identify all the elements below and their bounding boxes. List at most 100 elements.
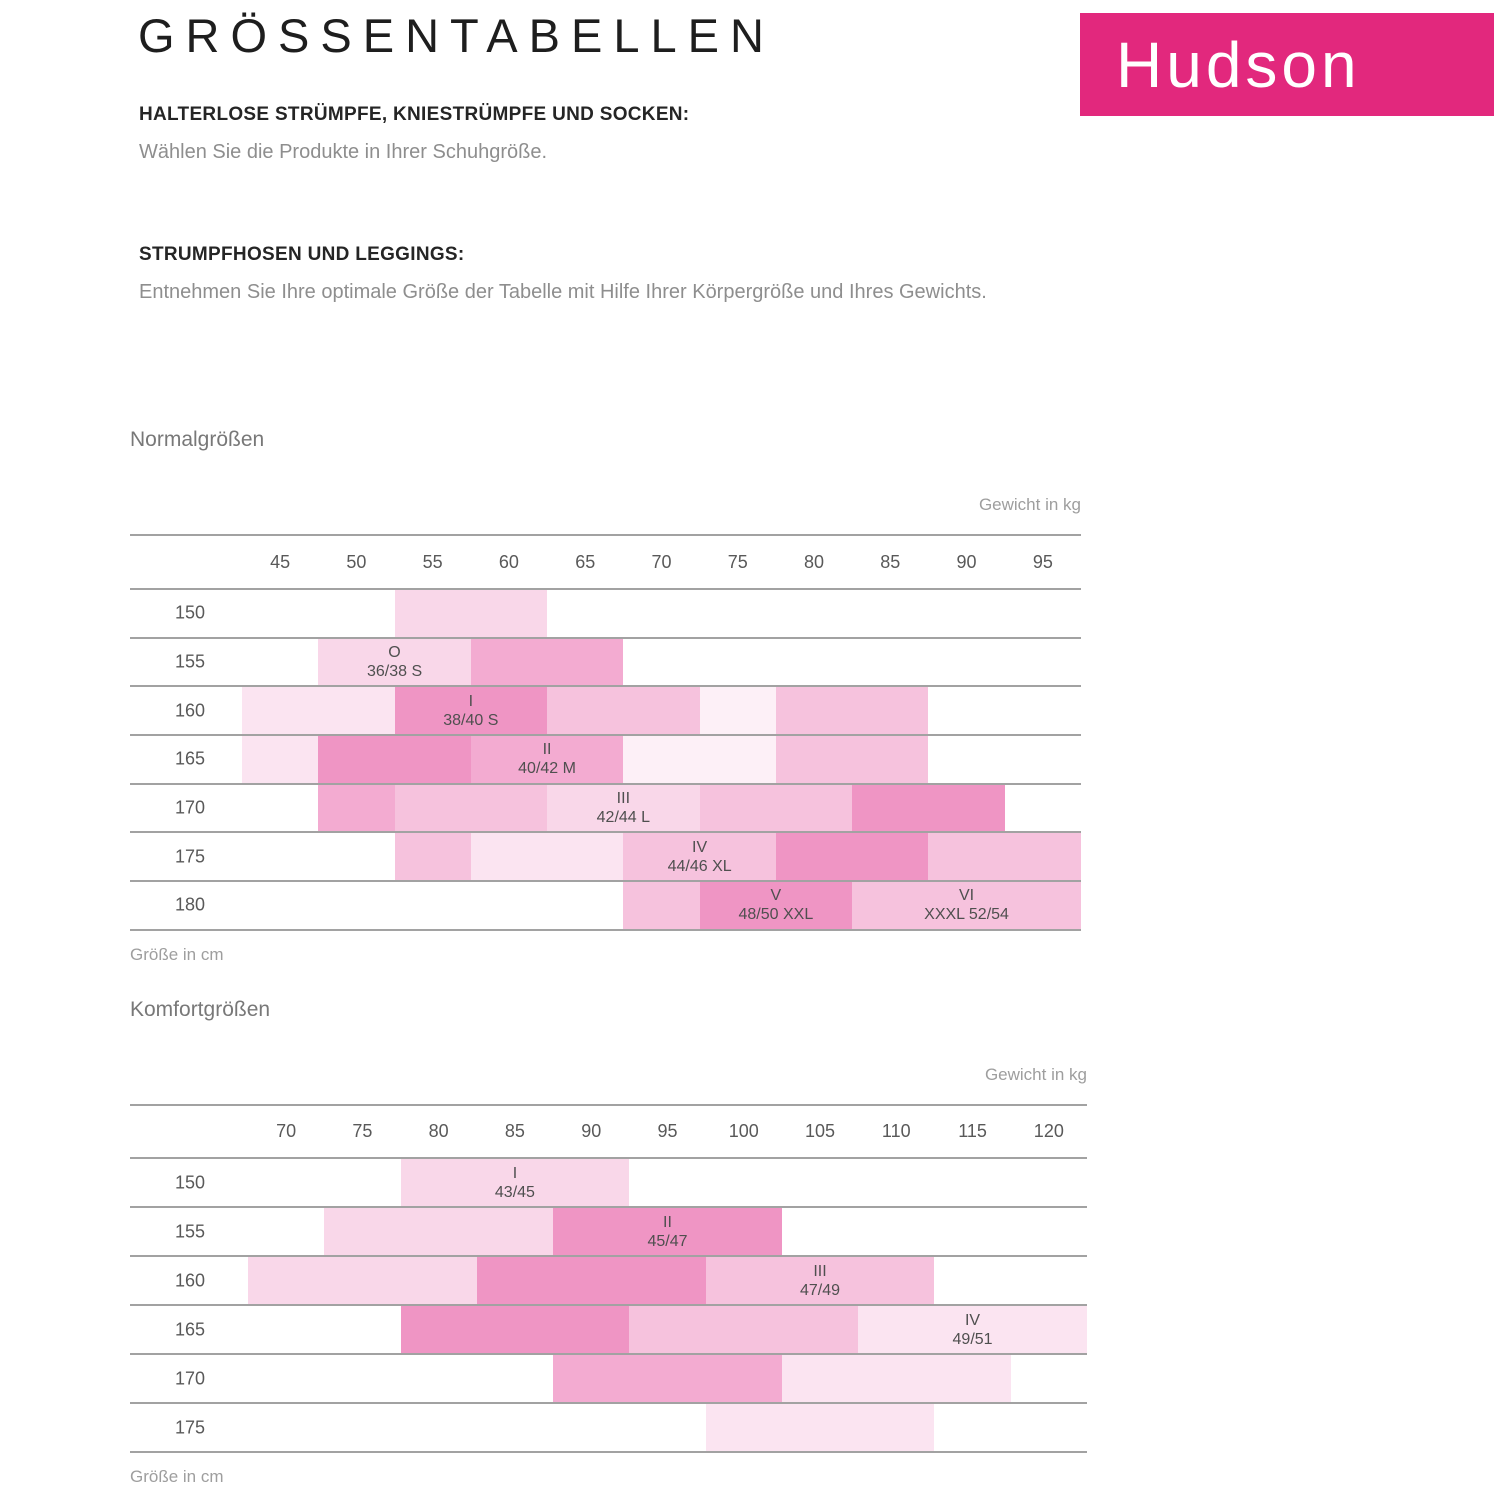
height-label: 175 (174, 846, 206, 867)
height-label: 150 (174, 602, 206, 623)
size-region (705, 1404, 935, 1451)
size-region (781, 1355, 1011, 1402)
weight-label: 105 (804, 1121, 836, 1141)
normal-sizes-chart: Normalgrößen Gewicht in kg 45 50 55 60 65 70 7… (130, 428, 1081, 965)
size-region (775, 687, 929, 735)
size-region (476, 1257, 706, 1304)
weight-label: 85 (880, 551, 901, 572)
comfort-size-table: 70 75 80 85 90 95 100 105 110 115 120 150 I 43/45 155… (130, 1104, 1087, 1453)
size-roman-numeral: II (663, 1213, 672, 1231)
size-region-I: I 38/40 S (394, 687, 548, 735)
weight-label: 55 (422, 551, 443, 572)
size-name: 44/46 XL (667, 857, 732, 875)
size-name: 42/44 L (596, 809, 651, 827)
size-name: 49/51 (952, 1330, 993, 1348)
size-roman-numeral: IV (692, 838, 708, 856)
weight-label: 75 (727, 551, 748, 572)
size-name: 43/45 (494, 1183, 535, 1201)
size-region (318, 784, 395, 832)
height-label: 175 (174, 1417, 206, 1437)
weight-label: 70 (651, 551, 672, 572)
table-row: 160 III 47/49 (130, 1257, 1087, 1306)
chart-title-normal: Normalgrößen (130, 428, 265, 451)
height-label: 160 (174, 700, 206, 721)
size-region (852, 784, 1005, 832)
height-label: 165 (174, 748, 206, 769)
height-unit-label: Größe in cm (130, 944, 224, 964)
table-row: 160 I 38/40 S (130, 687, 1081, 737)
size-region (470, 833, 624, 881)
weight-label: 95 (1032, 551, 1053, 572)
weight-header-row: 70 75 80 85 90 95 100 105 110 115 120 (130, 1106, 1087, 1159)
table-row: 150 (130, 590, 1081, 639)
table-body: 150 155 O 36/38 S 160 I 38/40 S 165 II 40/42 M 170… (130, 590, 1081, 931)
table-row: 170 III 42/44 L (130, 784, 1081, 834)
size-region (623, 882, 700, 929)
normal-size-table: 45 50 55 60 65 70 75 80 85 90 95 150 155 O 36/38 S 160… (130, 534, 1081, 931)
weight-label: 115 (958, 1121, 987, 1141)
size-region-III: III 47/49 (705, 1257, 935, 1304)
size-region (470, 638, 624, 686)
weight-label: 65 (575, 551, 596, 572)
height-label: 150 (174, 1172, 206, 1192)
weight-label: 95 (657, 1121, 678, 1141)
hudson-logo-text: Hudson (1116, 28, 1361, 101)
size-region (699, 687, 776, 735)
height-label: 155 (174, 651, 206, 672)
height-unit-label: Größe in cm (130, 1467, 224, 1486)
table-row: 170 (130, 1355, 1087, 1404)
size-region-V: V 48/50 XXL (699, 882, 853, 929)
size-region-II: II 45/47 (553, 1208, 782, 1255)
size-roman-numeral: O (388, 644, 401, 662)
size-name: 36/38 S (366, 663, 423, 681)
table-row: 165 II 40/42 M (130, 736, 1081, 785)
size-roman-numeral: III (616, 790, 631, 808)
size-roman-numeral: VI (958, 887, 975, 905)
table-row: 175 IV 44/46 XL (130, 833, 1081, 883)
weight-label: 60 (498, 551, 519, 572)
height-label: 170 (174, 797, 206, 818)
size-name: XXXL 52/54 (924, 906, 1009, 924)
size-region (242, 736, 319, 783)
height-label: 160 (174, 1270, 206, 1290)
weight-label: 110 (881, 1121, 911, 1141)
size-region (928, 833, 1081, 881)
size-region (623, 736, 776, 783)
height-label: 155 (174, 1221, 206, 1241)
section-heading-stockings: HALTERLOSE STRÜMPFE, KNIESTRÜMPFE UND SO… (139, 104, 690, 125)
size-region-I: I 43/45 (400, 1159, 630, 1206)
weight-label: 90 (581, 1121, 602, 1141)
size-region (775, 736, 929, 783)
size-region-IV: IV 44/46 XL (623, 833, 776, 881)
weight-label: 100 (728, 1121, 759, 1141)
table-row: 180 V 48/50 XXL VI XXXL 52/54 (130, 882, 1081, 931)
size-region (242, 687, 395, 735)
size-roman-numeral: III (813, 1262, 827, 1280)
weight-label: 80 (804, 551, 825, 572)
comfort-sizes-chart: Komfortgrößen Gewicht in kg 70 75 80 85 90 95… (130, 998, 1087, 1487)
size-name: 48/50 XXL (738, 906, 814, 924)
chart-title-comfort: Komfortgrößen (130, 998, 271, 1021)
table-body: 150 I 43/45 155 II 45/47 160 III 47/49 165 IV 49/51… (130, 1159, 1087, 1453)
size-roman-numeral: I (512, 1164, 518, 1182)
section-heading-tights: STRUMPFHOSEN UND LEGGINGS: (139, 244, 465, 265)
weight-label: 50 (346, 551, 367, 572)
size-region-II: II 40/42 M (470, 736, 624, 783)
height-label: 170 (174, 1368, 206, 1388)
table-row: 155 O 36/38 S (130, 638, 1081, 688)
size-region (324, 1208, 554, 1255)
section-body-stockings: Wählen Sie die Produkte in Ihrer Schuhgr… (139, 141, 547, 163)
table-row: 175 (130, 1404, 1087, 1453)
table-row: 165 IV 49/51 (130, 1306, 1087, 1355)
size-region (394, 590, 548, 637)
size-region (775, 833, 929, 881)
size-roman-numeral: IV (964, 1311, 981, 1329)
size-region-O: O 36/38 S (318, 638, 471, 686)
size-region-IV: IV 49/51 (858, 1306, 1087, 1353)
size-roman-numeral: I (468, 692, 474, 710)
section-body-tights: Entnehmen Sie Ihre optimale Größe der Ta… (139, 281, 987, 303)
weight-label: 85 (504, 1121, 525, 1141)
size-region (394, 784, 548, 832)
table-row: 155 II 45/47 (130, 1208, 1087, 1257)
